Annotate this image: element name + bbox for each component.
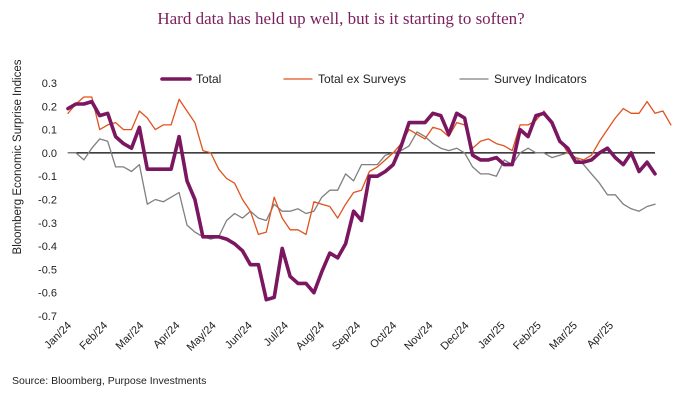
- x-tick-label: May/24: [185, 320, 219, 354]
- y-tick-label: -0.7: [38, 311, 57, 323]
- y-tick-label: -0.3: [38, 218, 57, 230]
- x-tick-label: Jul/24: [262, 320, 291, 349]
- y-tick-label: -0.4: [38, 241, 57, 253]
- x-tick-label: Aug/24: [294, 320, 327, 353]
- series-line-total-ex-surveys: [67, 96, 672, 236]
- y-tick-label: 0.0: [42, 148, 57, 160]
- legend: Total Total ex Surveys Survey Indicators: [160, 72, 587, 86]
- y-tick-label: -0.1: [38, 171, 57, 183]
- y-tick-label: 0.3: [42, 78, 57, 90]
- x-tick-label: Jan/24: [42, 320, 74, 352]
- y-tick-label: 0.1: [42, 125, 57, 137]
- x-tick-label: Sep/24: [330, 320, 363, 353]
- series-line-survey-indicators: [67, 131, 656, 240]
- x-tick-label: Feb/24: [78, 320, 111, 353]
- y-tick-labels: -0.7 -0.6 -0.5 -0.4 -0.3 -0.2 -0.1 0.0 0.1 0.2 0.3: [38, 78, 57, 323]
- legend-label-total: Total: [196, 72, 221, 86]
- x-tick-label: Apr/25: [585, 320, 616, 351]
- series-lines: [66, 96, 672, 302]
- y-tick-label: 0.2: [42, 101, 57, 113]
- y-tick-label: -0.2: [38, 195, 57, 207]
- x-tick-labels: Jan/24 Feb/24 Mar/24 Apr/24 May/24 Jun/24 Jul/…: [42, 320, 616, 354]
- chart-title: Hard data has held up well, but is it st…: [157, 9, 524, 28]
- x-tick-label: Nov/24: [402, 320, 435, 353]
- y-tick-label: -0.5: [38, 264, 57, 276]
- legend-label-survey-indicators: Survey Indicators: [494, 72, 587, 86]
- series-line-total: [66, 99, 657, 302]
- x-tick-label: Feb/25: [511, 320, 544, 353]
- x-tick-label: Dec/24: [438, 320, 471, 353]
- x-tick-label: Oct/24: [368, 320, 399, 351]
- x-tick-label: Mar/24: [114, 320, 147, 353]
- x-tick-label: Jun/24: [223, 320, 255, 352]
- source-note: Source: Bloomberg, Purpose Investments: [12, 375, 206, 387]
- legend-label-total-ex-surveys: Total ex Surveys: [318, 72, 406, 86]
- x-tick-label: Mar/25: [547, 320, 580, 353]
- x-tick-label: Apr/24: [151, 320, 182, 351]
- y-axis-label: Bloomberg Economic Surprise Indices: [12, 59, 24, 254]
- x-tick-label: Jan/25: [476, 320, 508, 352]
- y-tick-label: -0.6: [38, 288, 57, 300]
